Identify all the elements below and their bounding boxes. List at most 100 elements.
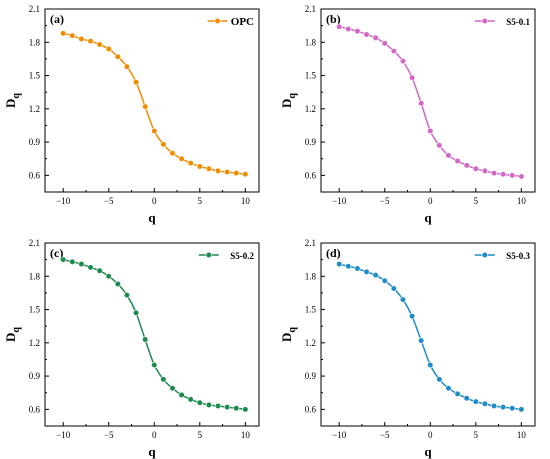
legend-marker: [481, 251, 488, 259]
y-axis-label: Dq: [279, 93, 298, 108]
y-tick-label: 1.8: [29, 37, 41, 47]
y-tick-label: 2.1: [305, 4, 316, 14]
data-point: [160, 141, 167, 148]
x-tick-label: 0: [152, 430, 157, 440]
data-point: [363, 268, 370, 275]
y-axis-label-main: D: [279, 99, 294, 108]
data-point: [436, 376, 443, 383]
data-point: [454, 390, 461, 397]
data-point: [114, 280, 121, 288]
data-point: [454, 157, 461, 165]
y-tick-label: 2.1: [29, 4, 40, 14]
data-point: [123, 292, 131, 299]
data-point: [436, 142, 443, 149]
data-point: [233, 170, 240, 177]
y-tick-label: 0.9: [305, 137, 317, 147]
data-point: [345, 25, 352, 33]
y-tick-label: 2.1: [305, 238, 316, 248]
y-axis-label-main: D: [3, 333, 18, 342]
data-point: [60, 30, 67, 37]
y-tick-label: 1.5: [29, 71, 41, 81]
data-point: [105, 273, 112, 280]
data-point: [390, 48, 397, 55]
legend-marker: [214, 17, 221, 25]
data-point: [196, 399, 203, 406]
data-point: [96, 267, 103, 274]
data-point: [196, 163, 203, 170]
data-point: [354, 28, 361, 35]
data-point: [60, 256, 67, 263]
y-axis-label-subscript: q: [287, 327, 298, 333]
legend-marker: [481, 17, 488, 25]
data-point: [336, 23, 343, 30]
y-tick-label: 0.6: [305, 404, 317, 414]
data-point: [481, 400, 489, 407]
x-tick-label: −5: [104, 430, 114, 440]
y-tick-label: 1.2: [29, 338, 40, 348]
legend-marker: [205, 251, 212, 259]
y-tick-label: 1.2: [305, 338, 316, 348]
data-point: [242, 171, 249, 178]
x-tick-label: −10: [56, 430, 71, 440]
x-tick-label: 10: [517, 196, 527, 206]
data-point: [242, 406, 249, 413]
data-point: [381, 40, 388, 47]
x-tick-label: 0: [152, 196, 157, 206]
x-tick-label: 0: [428, 430, 433, 440]
data-point: [463, 162, 470, 169]
data-point: [418, 337, 425, 344]
data-point: [169, 385, 176, 392]
x-tick-label: −5: [380, 430, 390, 440]
data-point: [345, 263, 352, 270]
data-point: [490, 170, 498, 177]
y-axis-label-subscript: q: [11, 327, 22, 333]
data-point: [78, 260, 85, 268]
y-axis-label-subscript: q: [11, 93, 22, 99]
panel-label: (d): [326, 246, 341, 260]
x-tick-label: 10: [241, 430, 251, 440]
data-point: [427, 127, 434, 135]
data-point: [224, 404, 231, 411]
data-point: [214, 167, 222, 175]
data-point: [372, 272, 379, 279]
y-tick-label: 0.9: [305, 371, 317, 381]
x-axis-label: q: [148, 444, 156, 459]
y-tick-label: 1.8: [29, 271, 41, 281]
panel-label: (a): [50, 12, 64, 26]
x-axis-label: q: [148, 210, 156, 225]
y-tick-label: 1.2: [29, 104, 40, 114]
data-point: [169, 150, 176, 157]
data-point: [408, 313, 416, 320]
data-point: [69, 258, 76, 265]
data-point: [381, 277, 388, 284]
x-tick-label: 0: [428, 196, 433, 206]
data-point: [372, 34, 379, 41]
y-axis-label-subscript: q: [287, 93, 298, 99]
data-point: [509, 405, 516, 412]
data-point: [481, 167, 489, 175]
series-line: [339, 26, 522, 178]
data-point: [399, 296, 407, 303]
data-point: [509, 172, 516, 179]
data-point: [114, 53, 121, 60]
y-tick-label: 1.8: [305, 271, 317, 281]
legend-label: S5-0.1: [506, 17, 530, 27]
data-point: [472, 398, 479, 405]
y-tick-label: 1.5: [29, 305, 41, 315]
x-tick-label: 5: [198, 196, 203, 206]
data-point: [187, 160, 194, 167]
y-tick-label: 1.5: [305, 71, 317, 81]
x-tick-label: 5: [474, 430, 479, 440]
series-line: [339, 263, 522, 411]
data-point: [205, 165, 213, 172]
panel-label: (c): [50, 246, 63, 260]
x-axis-label: q: [424, 210, 432, 225]
data-point: [142, 336, 149, 343]
series-line: [63, 32, 246, 175]
data-point: [105, 45, 112, 53]
data-point: [87, 38, 94, 45]
